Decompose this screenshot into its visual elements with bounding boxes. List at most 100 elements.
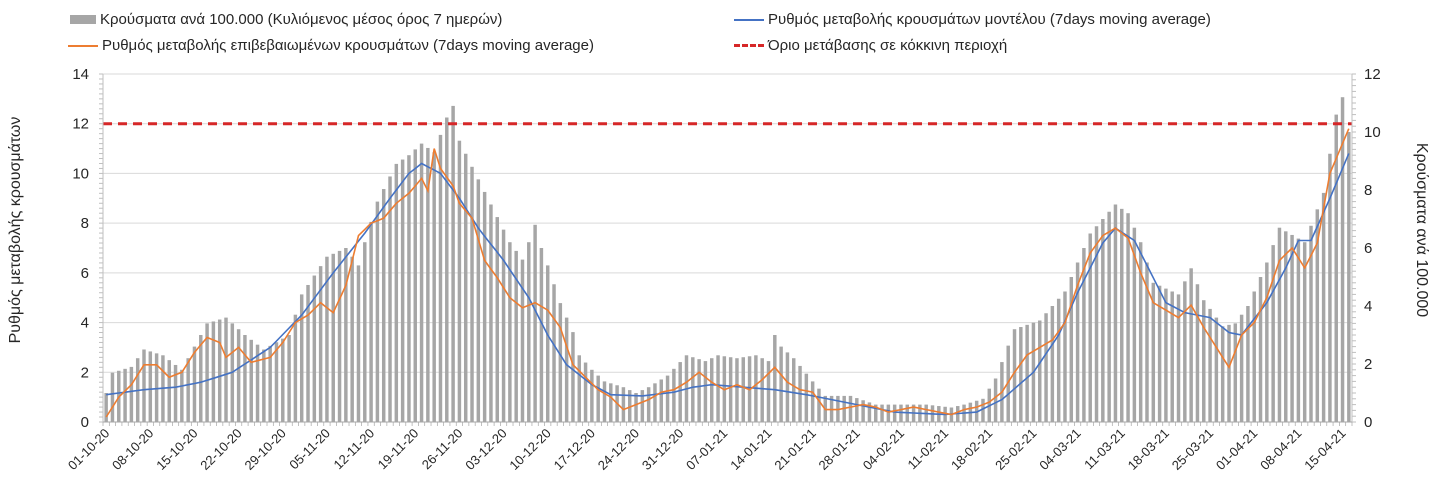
y-left-tick-label: 14 bbox=[72, 66, 89, 83]
legend-label-cases: Κρούσματα ανά 100.000 (Κυλιόμενος μέσος … bbox=[100, 11, 503, 28]
cases-bar bbox=[293, 314, 298, 422]
cases-bar bbox=[892, 404, 897, 422]
cases-bar bbox=[981, 398, 985, 422]
cases-bar bbox=[388, 176, 392, 422]
y-right-tick-label: 4 bbox=[1364, 298, 1372, 315]
x-tick-label: 07-01-21 bbox=[683, 426, 730, 473]
cases-bar bbox=[1151, 282, 1156, 422]
cases-bar bbox=[489, 204, 493, 422]
x-tick-label: 31-12-20 bbox=[639, 426, 686, 473]
cases-bar bbox=[1189, 268, 1193, 422]
cases-bar bbox=[590, 369, 594, 422]
y-right-tick-label: 12 bbox=[1364, 66, 1381, 83]
cases-bar bbox=[337, 250, 342, 422]
cases-bar bbox=[508, 242, 512, 422]
cases-bar bbox=[779, 346, 783, 422]
cases-bar bbox=[709, 358, 714, 422]
cases-bar bbox=[375, 201, 380, 422]
cases-bar bbox=[716, 355, 720, 422]
cases-bar bbox=[344, 248, 348, 422]
cases-bar bbox=[1101, 219, 1105, 422]
cases-bar bbox=[691, 357, 695, 422]
cases-bar bbox=[1315, 209, 1320, 422]
cases-bar bbox=[369, 221, 373, 422]
cases-bar bbox=[463, 153, 468, 422]
cases-bar bbox=[413, 149, 417, 422]
cases-bar bbox=[1284, 231, 1288, 422]
legend-label-model: Ρυθμός μεταβολής κρουσμάτων μοντέλου (7d… bbox=[768, 11, 1211, 28]
cases-bar bbox=[501, 229, 506, 422]
cases-bar bbox=[1050, 306, 1055, 422]
x-tick-label: 18-03-21 bbox=[1125, 426, 1172, 473]
cases-bar bbox=[1088, 233, 1092, 422]
y-right-tick-label: 8 bbox=[1364, 182, 1372, 199]
cases-bar bbox=[1038, 320, 1042, 422]
cases-bar bbox=[665, 375, 670, 422]
x-tick-label: 05-11-20 bbox=[286, 426, 333, 473]
x-tick-label: 25-02-21 bbox=[992, 426, 1039, 473]
x-tick-label: 25-03-21 bbox=[1169, 426, 1216, 473]
y-left-tick-label: 6 bbox=[81, 265, 89, 282]
cases-bar bbox=[545, 265, 550, 422]
y-left-tick-label: 2 bbox=[81, 364, 89, 381]
cases-bar bbox=[1258, 277, 1263, 422]
cases-bar bbox=[1195, 284, 1200, 422]
cases-bar bbox=[1321, 192, 1326, 422]
cases-bar bbox=[609, 383, 613, 422]
x-tick-label: 04-03-21 bbox=[1036, 426, 1083, 473]
y-left-tick-label: 10 bbox=[72, 165, 89, 182]
cases-bar bbox=[886, 404, 891, 422]
cases-bar bbox=[653, 383, 657, 422]
cases-bar bbox=[621, 387, 626, 422]
cases-bar bbox=[1233, 323, 1238, 422]
cases-bar bbox=[173, 364, 178, 422]
legend-item-confirmed: Ρυθμός μεταβολής επιβεβαιωμένων κρουσμάτ… bbox=[68, 37, 594, 54]
x-tick-label: 17-12-20 bbox=[551, 426, 598, 473]
cases-bar bbox=[249, 339, 253, 422]
x-tick-label: 15-04-21 bbox=[1301, 426, 1348, 473]
cases-bar bbox=[880, 404, 884, 422]
cases-bar bbox=[741, 357, 746, 422]
cases-bar bbox=[262, 349, 266, 422]
cases-bar bbox=[539, 248, 544, 422]
cases-bar bbox=[1145, 262, 1149, 422]
cases-bar bbox=[792, 358, 796, 422]
line-series-confirmed bbox=[105, 128, 1350, 418]
cases-bar bbox=[426, 147, 430, 422]
cases-bar bbox=[299, 294, 304, 422]
y-right-tick-label: 10 bbox=[1364, 124, 1381, 141]
y-left-tick-label: 4 bbox=[81, 315, 89, 332]
legend-swatch-bar bbox=[70, 15, 96, 24]
legend-swatch-orange-line bbox=[68, 44, 98, 47]
y-left-tick-label: 0 bbox=[81, 414, 89, 431]
cases-bar bbox=[1120, 208, 1124, 422]
cases-bar bbox=[527, 242, 531, 422]
cases-bar bbox=[445, 117, 449, 422]
cases-bar bbox=[123, 368, 127, 422]
legend-item-cases: Κρούσματα ανά 100.000 (Κυλιόμενος μέσος … bbox=[70, 11, 502, 28]
cases-bar bbox=[1176, 294, 1181, 422]
legend-swatch-red-dash bbox=[734, 44, 764, 47]
x-tick-label: 19-11-20 bbox=[375, 426, 422, 473]
cases-bar bbox=[211, 321, 216, 422]
cases-bar bbox=[1113, 204, 1118, 422]
cases-bar bbox=[1252, 291, 1256, 422]
cases-bar bbox=[400, 159, 405, 423]
cases-bar bbox=[861, 400, 865, 422]
cases-bar bbox=[180, 369, 184, 422]
cases-bar bbox=[1334, 114, 1338, 422]
cases-bar bbox=[274, 342, 279, 422]
cases-bar bbox=[325, 256, 329, 422]
cases-bar bbox=[129, 366, 134, 422]
cases-bar bbox=[867, 402, 872, 422]
cases-bar bbox=[817, 388, 821, 422]
cases-bar bbox=[350, 256, 354, 422]
cases-bar bbox=[407, 155, 411, 422]
cases-bar bbox=[766, 361, 771, 422]
x-tick-label: 08-04-21 bbox=[1257, 426, 1304, 473]
cases-bar bbox=[1296, 238, 1301, 422]
cases-bar bbox=[1328, 153, 1332, 422]
cases-bar bbox=[1138, 242, 1143, 422]
cases-bar bbox=[993, 378, 998, 422]
